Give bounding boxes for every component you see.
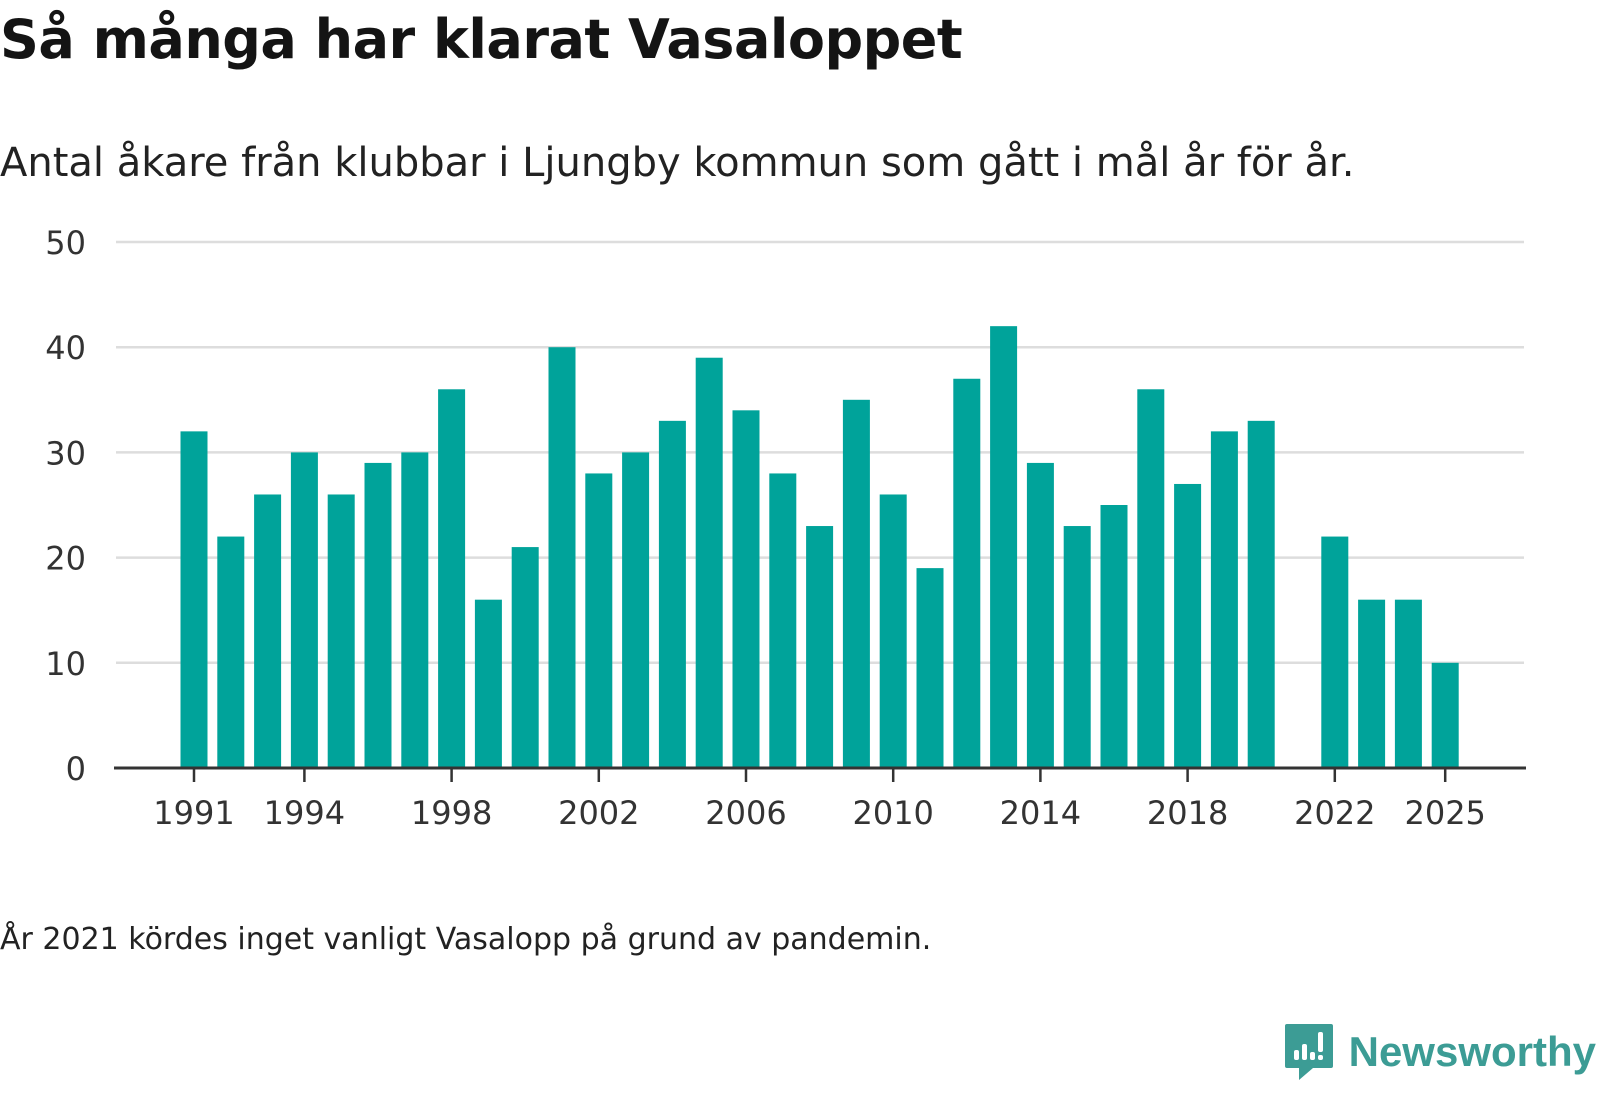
- chart-subtitle: Antal åkare från klubbar i Ljungby kommu…: [0, 140, 1354, 186]
- y-tick-label: 0: [66, 750, 86, 788]
- bar-2006: [733, 410, 760, 768]
- x-tick-label: 2014: [1000, 794, 1081, 832]
- y-tick-label: 50: [45, 224, 86, 262]
- bar-1998: [438, 389, 465, 768]
- x-tick-label: 2018: [1147, 794, 1228, 832]
- x-tick-label: 2025: [1404, 794, 1485, 832]
- newsworthy-logo-icon: [1283, 1022, 1335, 1082]
- bar-2018: [1174, 484, 1201, 768]
- bar-1999: [475, 600, 502, 768]
- x-tick-label: 2002: [558, 794, 639, 832]
- footnote: År 2021 kördes inget vanligt Vasalopp på…: [0, 922, 931, 957]
- bar-2017: [1137, 389, 1164, 768]
- bar-2012: [953, 379, 980, 768]
- bar-2019: [1211, 431, 1238, 768]
- bar-1996: [365, 463, 392, 768]
- bar-2023: [1358, 600, 1385, 768]
- x-tick-label: 2010: [852, 794, 933, 832]
- bar-1993: [254, 494, 281, 768]
- bar-2002: [585, 473, 612, 768]
- bar-2011: [917, 568, 944, 768]
- bar-1992: [217, 537, 244, 768]
- x-tick-label: 1998: [411, 794, 492, 832]
- bar-1995: [328, 494, 355, 768]
- x-tick-label: 2006: [705, 794, 786, 832]
- bar-2020: [1248, 421, 1275, 768]
- bars: [181, 326, 1459, 768]
- brand-name: Newsworthy: [1349, 1028, 1596, 1076]
- bar-2016: [1101, 505, 1128, 768]
- bar-2001: [549, 347, 576, 768]
- y-tick-label: 40: [45, 329, 86, 367]
- x-tick-label: 1991: [153, 794, 234, 832]
- bar-2022: [1321, 537, 1348, 768]
- bar-2008: [806, 526, 833, 768]
- bar-2005: [696, 358, 723, 768]
- x-axis-ticks: 1991 1994 1998 2002 2006 2010 2014 2018 2022 2025: [153, 768, 1486, 832]
- x-tick-label: 1994: [264, 794, 345, 832]
- bar-2025: [1432, 663, 1459, 768]
- bar-2007: [769, 473, 796, 768]
- y-tick-label: 20: [45, 540, 86, 578]
- bar-2009: [843, 400, 870, 768]
- bar-2015: [1064, 526, 1091, 768]
- y-tick-label: 10: [45, 645, 86, 683]
- bar-2024: [1395, 600, 1422, 768]
- bar-1991: [181, 431, 208, 768]
- chart-title: Så många har klarat Vasaloppet: [0, 8, 962, 71]
- bar-1994: [291, 452, 318, 768]
- bar-2000: [512, 547, 539, 768]
- bar-2010: [880, 494, 907, 768]
- y-axis-ticks: 0 10 20 30 40 50: [45, 224, 86, 788]
- bar-2013: [990, 326, 1017, 768]
- bar-2003: [622, 452, 649, 768]
- y-tick-label: 30: [45, 434, 86, 472]
- bar-2004: [659, 421, 686, 768]
- brand-logo: Newsworthy: [1283, 1020, 1596, 1084]
- bar-2014: [1027, 463, 1054, 768]
- x-tick-label: 2022: [1294, 794, 1375, 832]
- bar-1997: [401, 452, 428, 768]
- bar-chart: 0 10 20 30 40 50 1991 1994 1998 2002 2006 2010 2014…: [0, 200, 1600, 860]
